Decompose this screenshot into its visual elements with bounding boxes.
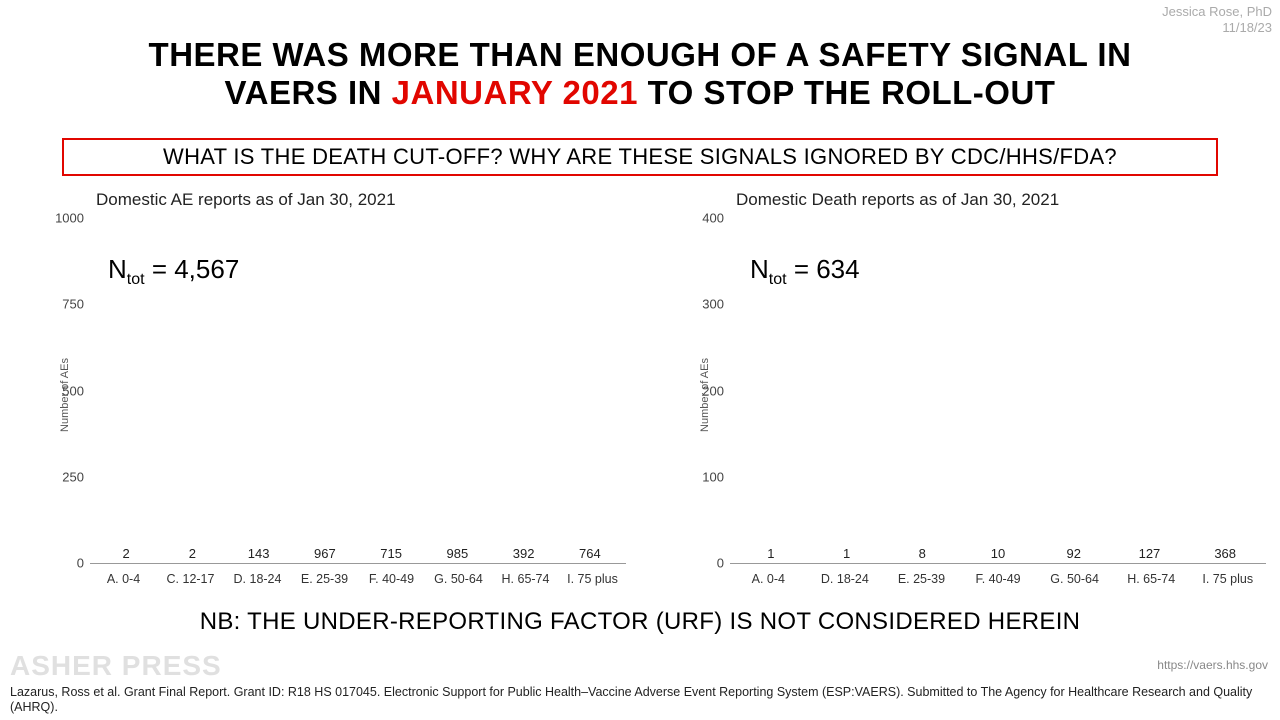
bar-value-label: 392 (513, 546, 535, 561)
ytick: 400 (684, 211, 724, 226)
chart-right-xcats: A. 0-4D. 18-24E. 25-39F. 40-49G. 50-64H.… (730, 572, 1266, 586)
x-category-label: G. 50-64 (425, 572, 492, 586)
subtitle-box: WHAT IS THE DEATH CUT-OFF? WHY ARE THESE… (62, 138, 1218, 176)
page-title: THERE WAS MORE THAN ENOUGH OF A SAFETY S… (0, 36, 1280, 112)
title-line1: THERE WAS MORE THAN ENOUGH OF A SAFETY S… (149, 36, 1132, 73)
chart-left-xcats: A. 0-4C. 12-17D. 18-24E. 25-39F. 40-49G.… (90, 572, 626, 586)
ytick: 0 (44, 556, 84, 571)
bar-col: 368 (1188, 546, 1262, 563)
ytick: 500 (44, 383, 84, 398)
x-category-label: I. 75 plus (1189, 572, 1266, 586)
bar-value-label: 143 (248, 546, 270, 561)
bar-value-label: 368 (1214, 546, 1236, 561)
x-category-label: H. 65-74 (492, 572, 559, 586)
x-category-label: A. 0-4 (90, 572, 157, 586)
ytick: 1000 (44, 211, 84, 226)
citation: Lazarus, Ross et al. Grant Final Report.… (10, 685, 1270, 716)
bar-value-label: 8 (919, 546, 926, 561)
bar-col: 92 (1037, 546, 1111, 563)
bar-value-label: 2 (123, 546, 130, 561)
bar-value-label: 1 (767, 546, 774, 561)
date: 11/18/23 (1162, 20, 1272, 36)
bar-col: 967 (293, 546, 357, 563)
subtitle-text: WHAT IS THE DEATH CUT-OFF? WHY ARE THESE… (163, 144, 1117, 169)
bar-value-label: 1 (843, 546, 850, 561)
title-line2b: TO STOP THE ROLL-OUT (638, 74, 1056, 111)
chart-left-bars: 2 2 143 967 715 985 392 764 (90, 218, 626, 563)
bar-col: 715 (359, 546, 423, 563)
bar-col: 1 (810, 546, 884, 563)
bar-col: 2 (160, 546, 224, 563)
bar-col: 1 (734, 546, 808, 563)
x-category-label: H. 65-74 (1113, 572, 1190, 586)
watermark: ASHER PRESS (10, 650, 222, 682)
author: Jessica Rose, PhD (1162, 4, 1272, 20)
bar-col: 10 (961, 546, 1035, 563)
x-category-label: F. 40-49 (960, 572, 1037, 586)
ytick: 100 (684, 469, 724, 484)
title-highlight: JANUARY 2021 (392, 74, 638, 111)
x-category-label: F. 40-49 (358, 572, 425, 586)
x-category-label: I. 75 plus (559, 572, 626, 586)
x-category-label: E. 25-39 (291, 572, 358, 586)
x-category-label: G. 50-64 (1036, 572, 1113, 586)
bar-col: 985 (425, 546, 489, 563)
nb-note: NB: THE UNDER-REPORTING FACTOR (URF) IS … (0, 608, 1280, 636)
slide-frame: Jessica Rose, PhD 11/18/23 THERE WAS MOR… (0, 0, 1280, 720)
chart-right-plot: 1181092127368 0100200300400 (730, 218, 1266, 564)
bar-col: 2 (94, 546, 158, 563)
bar-value-label: 127 (1139, 546, 1161, 561)
x-category-label: A. 0-4 (730, 572, 807, 586)
x-category-label: C. 12-17 (157, 572, 224, 586)
ytick: 200 (684, 383, 724, 398)
chart-left-title: Domestic AE reports as of Jan 30, 2021 (96, 190, 396, 210)
bar-value-label: 2 (189, 546, 196, 561)
ytick: 250 (44, 469, 84, 484)
title-line2a: VAERS IN (225, 74, 392, 111)
bar-value-label: 10 (991, 546, 1005, 561)
ytick: 300 (684, 297, 724, 312)
bar-value-label: 92 (1067, 546, 1081, 561)
charts-row: Domestic AE reports as of Jan 30, 2021 N… (0, 190, 1280, 600)
chart-right-bars: 1 1 8 10 92 127 368 (730, 218, 1266, 563)
bar-value-label: 967 (314, 546, 336, 561)
ytick: 0 (684, 556, 724, 571)
bar-col: 764 (558, 546, 622, 563)
bar-col: 8 (885, 546, 959, 563)
bar-col: 127 (1113, 546, 1187, 563)
chart-right-title: Domestic Death reports as of Jan 30, 202… (736, 190, 1059, 210)
x-category-label: E. 25-39 (883, 572, 960, 586)
ytick: 750 (44, 297, 84, 312)
bar-value-label: 764 (579, 546, 601, 561)
x-category-label: D. 18-24 (807, 572, 884, 586)
bar-col: 392 (492, 546, 556, 563)
bar-col: 143 (227, 546, 291, 563)
x-category-label: D. 18-24 (224, 572, 291, 586)
bar-value-label: 715 (380, 546, 402, 561)
source-url: https://vaers.hhs.gov (1157, 658, 1268, 672)
chart-left-plot: 22143967715985392764 02505007501000 (90, 218, 626, 564)
chart-left: Domestic AE reports as of Jan 30, 2021 N… (0, 190, 640, 600)
bar-value-label: 985 (447, 546, 469, 561)
chart-right: Domestic Death reports as of Jan 30, 202… (640, 190, 1280, 600)
attribution: Jessica Rose, PhD 11/18/23 (1162, 4, 1272, 35)
